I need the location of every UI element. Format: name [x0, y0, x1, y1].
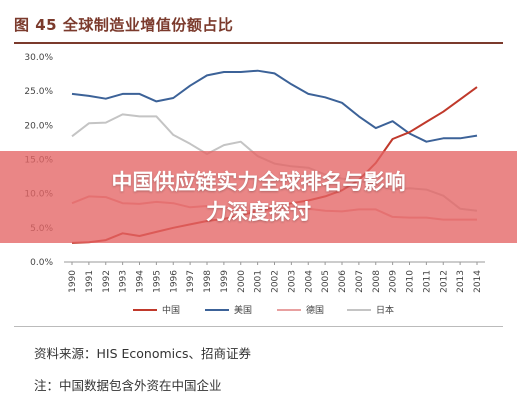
- y-tick-label: 25.0%: [24, 87, 53, 97]
- x-tick-label: 2002: [271, 270, 281, 293]
- x-tick-label: 1991: [85, 270, 95, 293]
- x-tick-label: 2010: [406, 270, 416, 293]
- x-tick-label: 1995: [152, 270, 162, 293]
- overlay-line-2: 力深度探讨: [206, 200, 311, 224]
- x-tick-label: 2013: [456, 270, 466, 293]
- series-line: [71, 69, 478, 143]
- x-tick-label: 2008: [372, 270, 382, 293]
- bottom-rule: [14, 326, 503, 327]
- y-tick-label: 0.0%: [30, 258, 53, 268]
- legend-label: 美国: [234, 304, 252, 316]
- x-tick-label: 2001: [254, 270, 264, 293]
- x-tick-label: 1997: [186, 270, 196, 293]
- x-tick-label: 2006: [338, 270, 348, 293]
- y-tick-label: 20.0%: [24, 121, 53, 131]
- overlay-banner: 中国供应链实力全球排名与影响 力深度探讨: [0, 151, 517, 243]
- x-tick-label: 1994: [136, 270, 146, 293]
- title-rule: [14, 42, 503, 44]
- x-tick-label: 2009: [389, 270, 399, 293]
- note-text: 注：中国数据包含外资在中国企业: [34, 378, 222, 393]
- y-tick-label: 30.0%: [24, 53, 53, 63]
- legend-label: 中国: [162, 304, 180, 316]
- x-tick-label: 1999: [220, 270, 230, 293]
- legend-label: 日本: [376, 304, 394, 316]
- x-tick-label: 1992: [102, 270, 112, 293]
- x-tick-label: 1993: [119, 270, 129, 293]
- x-tick-label: 2007: [355, 270, 365, 293]
- overlay-line-1: 中国供应链实力全球排名与影响: [111, 170, 406, 194]
- x-tick-label: 2014: [473, 270, 483, 293]
- x-tick-label: 1998: [203, 270, 213, 293]
- x-tick-label: 2003: [287, 270, 297, 293]
- x-tick-label: 2011: [422, 270, 432, 293]
- figure-title: 图 45 全球制造业增值份额占比: [14, 16, 234, 34]
- x-tick-label: 2005: [321, 270, 331, 293]
- x-tick-label: 1996: [169, 270, 179, 293]
- legend-label: 德国: [306, 304, 324, 316]
- x-tick-label: 2012: [439, 270, 449, 293]
- source-text: 资料来源：HIS Economics、招商证券: [34, 346, 252, 361]
- x-tick-label: 2000: [237, 270, 247, 293]
- x-tick-label: 2004: [304, 270, 314, 293]
- x-tick-label: 1990: [68, 270, 78, 293]
